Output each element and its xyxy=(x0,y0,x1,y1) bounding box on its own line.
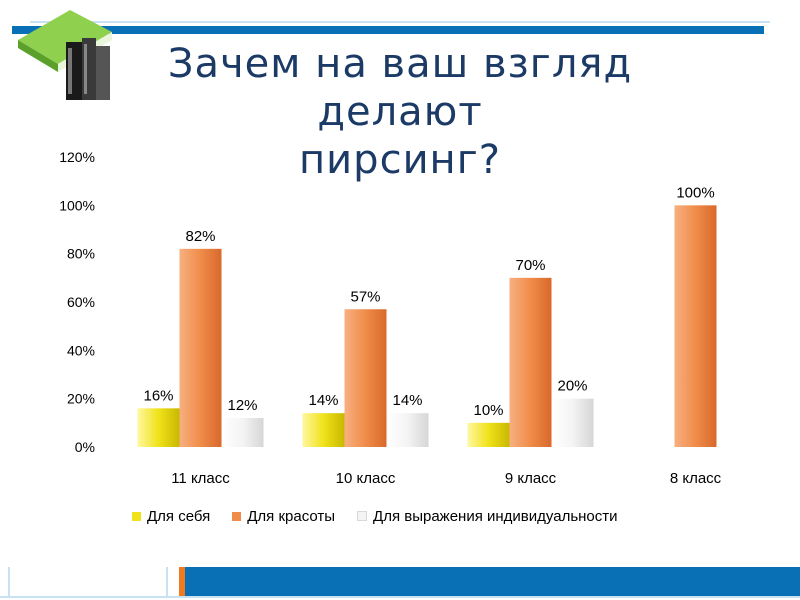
bar-beauty xyxy=(509,277,552,447)
data-label: 82% xyxy=(185,228,215,245)
y-tick-label: 40% xyxy=(67,342,95,358)
category-label: 10 класс xyxy=(336,470,396,487)
bar-beauty xyxy=(344,309,387,447)
data-label: 14% xyxy=(392,392,422,409)
footer-accent xyxy=(179,567,185,596)
footer-divider xyxy=(8,567,10,596)
y-tick-label: 60% xyxy=(67,294,95,310)
category-label: 11 класс xyxy=(171,470,230,487)
legend-item-self: Для себя xyxy=(132,508,210,525)
chart-legend: Для себя Для красоты Для выражения индив… xyxy=(132,506,640,526)
footer-divider xyxy=(166,567,168,596)
bar-self xyxy=(137,408,180,447)
legend-item-individuality: Для выражения индивидуальности xyxy=(357,507,618,525)
data-label: 16% xyxy=(143,387,173,404)
legend-label: Для себя xyxy=(147,507,211,525)
y-tick-label: 80% xyxy=(67,246,95,262)
bar-individuality xyxy=(551,398,594,447)
data-label: 12% xyxy=(227,397,257,414)
legend-swatch-orange xyxy=(232,511,242,521)
y-tick-label: 0% xyxy=(75,439,95,455)
legend-swatch-white xyxy=(357,511,368,521)
bar-self xyxy=(467,422,510,447)
bar-individuality xyxy=(221,418,264,447)
y-tick-label: 100% xyxy=(59,197,95,213)
footer-bar xyxy=(185,567,800,596)
data-label: 70% xyxy=(515,257,545,274)
title-line-2: пирсинг? xyxy=(299,137,501,183)
bar-beauty xyxy=(179,248,222,447)
y-tick-label: 20% xyxy=(67,391,95,407)
data-label: 14% xyxy=(308,392,338,409)
y-tick-label: 120% xyxy=(59,149,95,165)
data-label: 57% xyxy=(350,288,380,305)
category-label: 8 класс xyxy=(670,470,722,487)
legend-label: Для выражения индивидуальности xyxy=(373,507,618,525)
title-line-1: Зачем на ваш взгляд делают xyxy=(167,41,633,135)
legend-item-beauty: Для красоты xyxy=(232,508,335,525)
data-label: 100% xyxy=(676,184,714,201)
slide-title: Зачем на ваш взгляд делают пирсинг? xyxy=(80,40,720,184)
books-icon xyxy=(18,10,112,100)
bar-individuality xyxy=(386,413,429,447)
header-rule xyxy=(12,26,764,34)
category-label: 9 класс xyxy=(505,470,557,487)
bar-beauty xyxy=(674,205,717,447)
data-label: 10% xyxy=(473,402,503,419)
footer-rule xyxy=(0,596,800,598)
bar-self xyxy=(302,413,345,447)
header-rule-thin xyxy=(30,21,770,23)
data-label: 20% xyxy=(557,378,587,395)
legend-swatch-yellow xyxy=(132,511,141,521)
legend-label: Для красоты xyxy=(247,507,336,525)
